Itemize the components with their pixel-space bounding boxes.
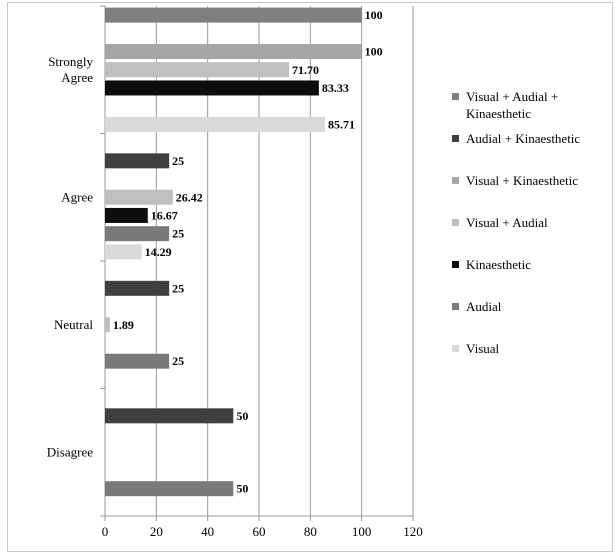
legend-swatch xyxy=(452,177,459,184)
category-label-agree: Agree xyxy=(61,189,93,204)
data-label-visual-audial-kinaesthetic-strongly-agree: 100 xyxy=(365,8,383,22)
legend-label: Visual xyxy=(466,341,500,356)
legend-label: Kinaesthetic xyxy=(466,257,531,272)
legend-swatch xyxy=(452,303,459,310)
bar-visual-audial-agree xyxy=(105,189,173,205)
bar-kinaesthetic-agree xyxy=(105,207,148,223)
data-label-kinaesthetic-strongly-agree: 83.33 xyxy=(322,81,349,95)
legend-item-visual: Visual xyxy=(452,340,612,357)
data-label-visual-audial-agree: 26.42 xyxy=(176,190,203,204)
data-label-kinaesthetic-agree: 16.67 xyxy=(151,208,178,222)
data-label-audial-kinaesthetic-agree: 25 xyxy=(172,154,184,168)
data-label-visual-strongly-agree: 85.71 xyxy=(328,117,355,131)
bar-visual-kinaesthetic-strongly-agree xyxy=(105,44,362,60)
bar-visual-strongly-agree xyxy=(105,116,325,132)
legend-item-audial-kinaesthetic: Audial + Kinaesthetic xyxy=(452,130,612,147)
legend-item-audial: Audial xyxy=(452,298,612,315)
chart-frame xyxy=(7,2,613,552)
bar-audial-kinaesthetic-agree xyxy=(105,153,170,169)
x-tick-label-100: 100 xyxy=(352,524,372,539)
category-label-strongly-agree: Strongly Agree xyxy=(48,54,93,85)
data-label-audial-kinaesthetic-disagree: 50 xyxy=(236,409,248,423)
bar-visual-agree xyxy=(105,244,142,260)
bar-audial-neutral xyxy=(105,353,170,369)
legend-swatch xyxy=(452,261,459,268)
bar-audial-kinaesthetic-neutral xyxy=(105,280,170,296)
data-label-audial-disagree: 50 xyxy=(236,482,248,496)
x-tick-label-120: 120 xyxy=(403,524,423,539)
x-tick-label-40: 40 xyxy=(201,524,214,539)
legend-swatch xyxy=(452,93,459,100)
bar-audial-disagree xyxy=(105,481,234,497)
category-label-neutral: Neutral xyxy=(54,317,93,332)
data-label-audial-agree: 25 xyxy=(172,227,184,241)
data-label-visual-agree: 14.29 xyxy=(145,245,172,259)
legend-item-kinaesthetic: Kinaesthetic xyxy=(452,256,612,273)
bar-visual-audial-strongly-agree xyxy=(105,62,290,78)
data-label-visual-audial-strongly-agree: 71.70 xyxy=(292,63,319,77)
legend-item-visual-audial-kinaesthetic: Visual + Audial + Kinaesthetic xyxy=(452,88,612,122)
legend-swatch xyxy=(452,345,459,352)
x-tick-label-20: 20 xyxy=(150,524,163,539)
bar-visual-audial-kinaesthetic-strongly-agree xyxy=(105,7,362,23)
legend-label: Visual + Audial + Kinaesthetic xyxy=(466,89,559,121)
bar-kinaesthetic-strongly-agree xyxy=(105,80,319,96)
data-label-audial-neutral: 25 xyxy=(172,354,184,368)
legend-item-visual-kinaesthetic: Visual + Kinaesthetic xyxy=(452,172,612,189)
data-label-visual-kinaesthetic-strongly-agree: 100 xyxy=(365,45,383,59)
x-tick-label-0: 0 xyxy=(102,524,109,539)
legend-label: Audial + Kinaesthetic xyxy=(466,131,581,146)
bar-audial-kinaesthetic-disagree xyxy=(105,408,234,424)
data-label-visual-audial-neutral: 1.89 xyxy=(113,318,134,332)
legend-label: Audial xyxy=(466,299,502,314)
x-tick-label-60: 60 xyxy=(253,524,266,539)
data-label-audial-kinaesthetic-neutral: 25 xyxy=(172,281,184,295)
legend-item-visual-audial: Visual + Audial xyxy=(452,214,612,231)
legend-label: Visual + Kinaesthetic xyxy=(466,173,578,188)
category-label-disagree: Disagree xyxy=(47,444,93,459)
legend-swatch xyxy=(452,219,459,226)
legend-swatch xyxy=(452,135,459,142)
x-tick-label-80: 80 xyxy=(304,524,317,539)
legend-label: Visual + Audial xyxy=(466,215,548,230)
bar-audial-agree xyxy=(105,226,170,242)
bar-visual-audial-neutral xyxy=(105,317,110,333)
